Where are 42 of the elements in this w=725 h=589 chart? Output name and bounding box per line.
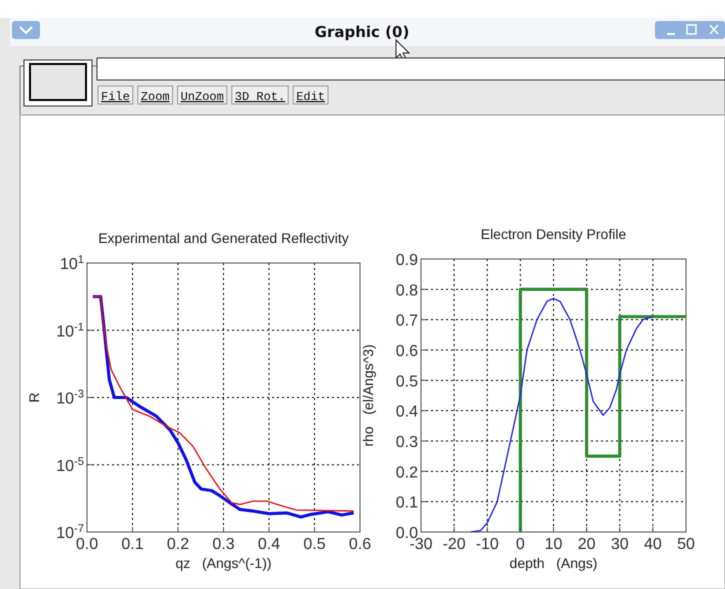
line-series: [470, 298, 654, 533]
text: UnZoom: [180, 90, 224, 104]
x-tick-label: 0.4: [258, 536, 280, 553]
x-tick-label: 10: [544, 536, 562, 553]
y-tick-label: 10$^{-1}$: [56, 321, 84, 340]
line-series: [518, 288, 688, 534]
x-tick-label: -10: [476, 536, 499, 553]
x-tick-label: 0.3: [212, 536, 235, 553]
y-axis-title: rho (el/Angs^3): [360, 344, 376, 447]
x-tick-label: 0.6: [348, 536, 372, 553]
x-tick-label: 0: [516, 536, 525, 553]
text: Graphic (0): [314, 23, 410, 41]
x-axis-title: depth (Angs): [510, 555, 598, 571]
y-tick-label: 0.9: [396, 252, 418, 269]
y-tick-label: 0.5: [396, 373, 418, 390]
text: 3D Rot.: [234, 90, 286, 104]
y-tick-label: 0.4: [396, 404, 418, 421]
y-axis-title: R: [26, 392, 42, 403]
y-tick-label: 10$^{-5}$: [56, 456, 84, 475]
chart-title: Electron Density Profile: [480, 226, 626, 242]
x-tick-label: 0.5: [303, 536, 326, 553]
x-axis-title: qz (Angs^(-1)): [175, 555, 272, 571]
x-tick-label: 40: [644, 536, 662, 553]
chart-title: Experimental and Generated Reflectivity: [98, 230, 349, 246]
y-tick-label: 10$^{1}$: [60, 254, 84, 273]
y-tick-label: 0.7: [396, 312, 418, 330]
y-tick-label: 0.2: [396, 464, 418, 482]
text: Edit: [296, 90, 326, 104]
y-tick-label: 0.1: [396, 494, 418, 512]
x-tick-label: 0.1: [121, 536, 144, 553]
x-tick-label: -30: [409, 536, 433, 553]
x-tick-label: 0.2: [166, 536, 190, 553]
x-tick-label: -20: [442, 536, 466, 553]
text: File: [101, 90, 130, 104]
x-tick-label: 30: [610, 536, 629, 553]
y-tick-label: 10$^{-3}$: [56, 388, 84, 408]
x-tick-label: 50: [677, 536, 695, 553]
y-tick-label: 0.3: [396, 434, 418, 451]
x-tick-label: 20: [578, 536, 596, 553]
text: Zoom: [140, 90, 170, 104]
y-tick-label: 0.8: [396, 282, 418, 300]
y-tick-label: 0.6: [396, 343, 418, 360]
